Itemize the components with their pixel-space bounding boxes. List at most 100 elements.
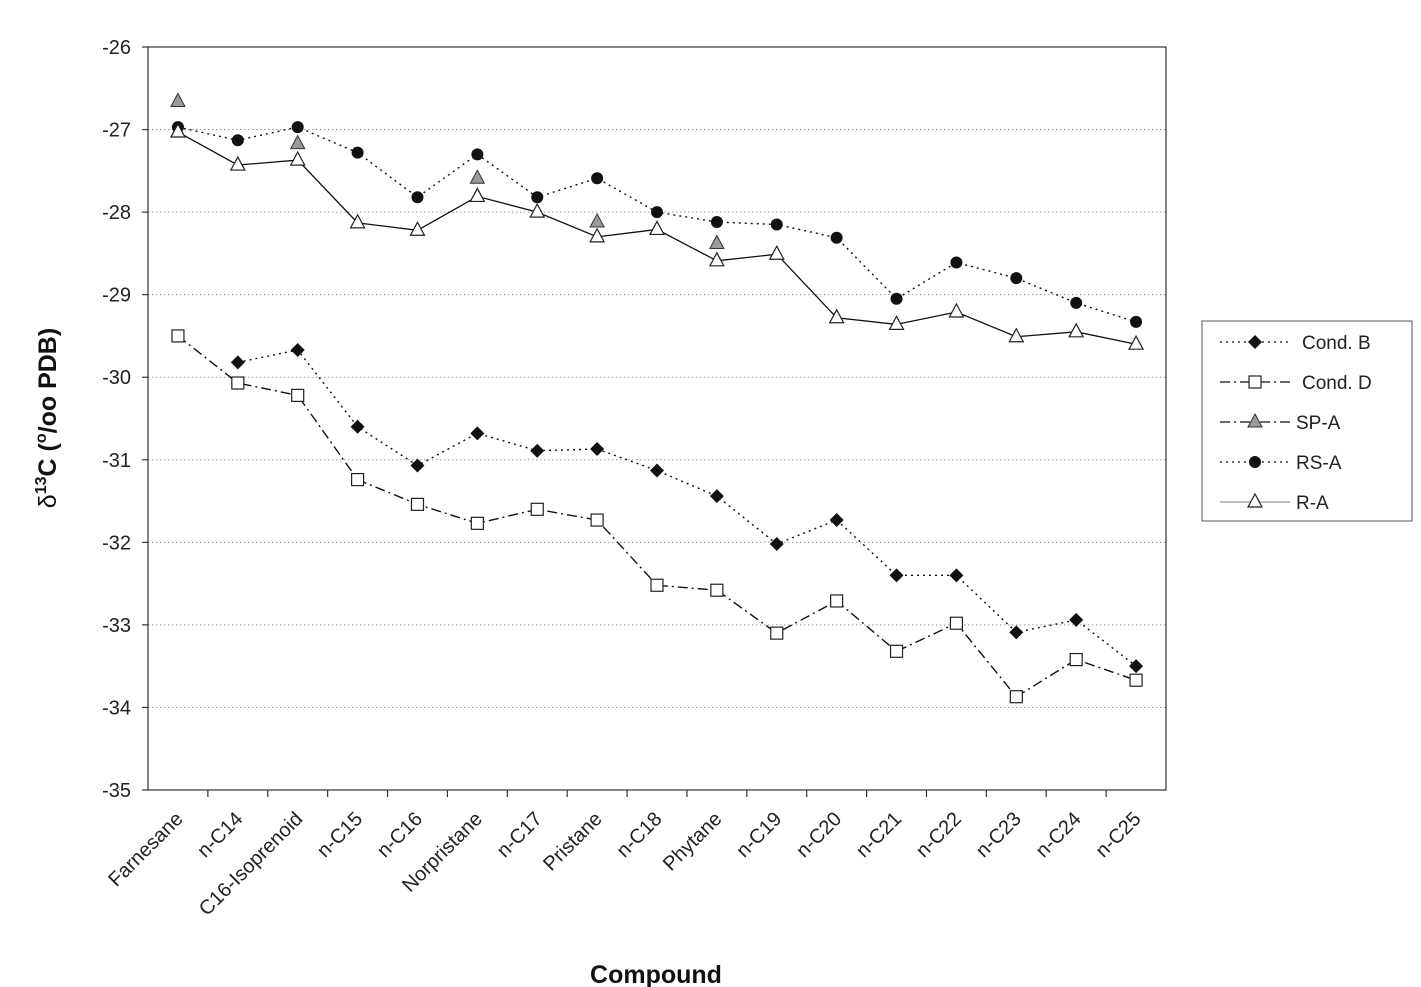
square-marker — [291, 388, 305, 402]
triangle-marker — [170, 92, 186, 107]
x-tick-label: n-C16 — [373, 808, 427, 862]
triangle-marker — [1247, 412, 1263, 428]
triangle-marker — [469, 187, 486, 203]
square-marker — [710, 583, 724, 597]
x-tick-label: n-C20 — [792, 808, 846, 862]
y-tick-label: -28 — [102, 202, 131, 224]
triangle-marker — [1246, 492, 1264, 508]
y-tick-label: -35 — [102, 780, 131, 802]
triangle-marker — [349, 213, 366, 229]
square-marker — [1129, 673, 1143, 687]
series-line — [237, 349, 1137, 667]
square-marker — [770, 626, 784, 640]
triangle-marker — [948, 302, 965, 318]
diamond-marker — [590, 442, 605, 457]
square-marker — [171, 329, 185, 343]
x-tick-label: n-C15 — [313, 808, 367, 862]
square-marker — [830, 594, 844, 608]
circle-marker — [1010, 272, 1023, 285]
legend-label: R-A — [1296, 493, 1329, 514]
plot-area — [147, 46, 1167, 791]
diamond-marker — [530, 443, 545, 458]
y-axis-title-rest: /oo PDB) — [34, 328, 62, 434]
circle-marker — [471, 148, 484, 161]
square-marker — [350, 472, 365, 487]
triangle-marker — [529, 202, 546, 218]
x-tick-label: n-C25 — [1092, 808, 1146, 862]
y-tick-label: -30 — [102, 367, 131, 389]
x-tick-label: n-C19 — [732, 808, 786, 862]
square-marker — [1069, 652, 1083, 667]
y-tick-label: -31 — [102, 450, 131, 472]
square-marker — [1009, 690, 1023, 704]
legend-label: Cond. B — [1302, 333, 1371, 354]
triangle-marker — [709, 234, 725, 249]
y-tick-label: -32 — [102, 532, 131, 554]
triangle-marker — [708, 251, 725, 267]
x-tick-label: n-C23 — [972, 808, 1026, 862]
triangle-marker — [289, 150, 306, 166]
square-marker — [949, 616, 964, 630]
circle-marker — [950, 256, 963, 269]
circle-marker — [231, 134, 244, 147]
diamond-marker — [650, 463, 664, 478]
square-marker — [1248, 375, 1262, 389]
triangle-marker — [169, 122, 186, 138]
diamond-marker — [230, 355, 245, 370]
triangle-marker — [589, 212, 605, 228]
circle-marker — [411, 191, 424, 204]
x-tick-label: n-C14 — [193, 808, 247, 862]
triangle-marker — [229, 155, 246, 171]
triangle-marker — [289, 134, 306, 150]
legend-label: RS-A — [1296, 453, 1342, 474]
diamond-marker — [410, 458, 425, 473]
diamond-marker — [470, 426, 485, 441]
circle-marker — [1070, 296, 1083, 309]
circle-marker — [651, 206, 663, 219]
circle-marker — [890, 292, 903, 305]
series-rs-a — [171, 121, 1143, 328]
square-marker — [650, 578, 664, 592]
square-marker — [470, 516, 484, 530]
x-tick-label: n-C24 — [1032, 808, 1086, 862]
diamond-marker — [1129, 659, 1144, 674]
x-tick-label: n-C18 — [612, 808, 666, 862]
diamond-marker — [290, 342, 305, 357]
y-tick-label: -26 — [102, 37, 131, 59]
diamond-marker — [1009, 625, 1024, 640]
circle-marker — [531, 191, 544, 204]
series-cond-b — [230, 342, 1144, 674]
triangle-marker — [469, 169, 486, 184]
diamond-marker — [709, 489, 724, 504]
diamond-marker — [769, 536, 784, 551]
series-sp-a — [170, 92, 725, 249]
diamond-marker — [949, 568, 964, 583]
square-marker — [231, 376, 245, 390]
y-axis-title-delta: δ — [34, 494, 62, 508]
circle-marker — [1130, 315, 1143, 328]
triangle-marker — [1008, 327, 1025, 343]
triangle-marker — [1068, 322, 1085, 338]
triangle-marker — [648, 220, 666, 236]
triangle-marker — [888, 315, 905, 330]
series-cond-d — [171, 329, 1143, 704]
series-group — [169, 92, 1145, 704]
diamond-marker — [829, 513, 844, 528]
y-tick-label: -29 — [102, 285, 131, 307]
x-axis-title: Compound — [590, 961, 722, 987]
circle-marker — [770, 218, 783, 231]
x-tick-label: n-C21 — [852, 808, 906, 862]
diamond-marker — [1069, 612, 1084, 627]
x-tick-label: Pristane — [539, 808, 606, 875]
diamond-marker — [350, 419, 365, 434]
diamond-marker — [1248, 335, 1262, 349]
circle-marker — [1249, 456, 1261, 468]
triangle-marker — [768, 244, 785, 260]
y-axis-title: δ13C (o/oo PDB) — [33, 328, 62, 508]
triangle-marker — [409, 221, 426, 236]
legend-label: Cond. D — [1302, 373, 1372, 394]
circle-marker — [591, 172, 604, 185]
x-tick-label: Phytane — [659, 808, 726, 875]
